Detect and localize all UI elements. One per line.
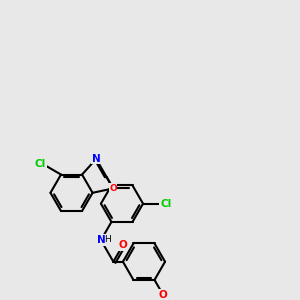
Text: N: N: [97, 235, 105, 245]
Text: Cl: Cl: [160, 199, 172, 209]
Text: O: O: [109, 184, 117, 193]
Text: O: O: [118, 240, 127, 250]
Text: Cl: Cl: [34, 159, 46, 169]
Text: O: O: [159, 290, 167, 300]
Text: H: H: [104, 235, 111, 244]
Text: N: N: [92, 154, 100, 164]
